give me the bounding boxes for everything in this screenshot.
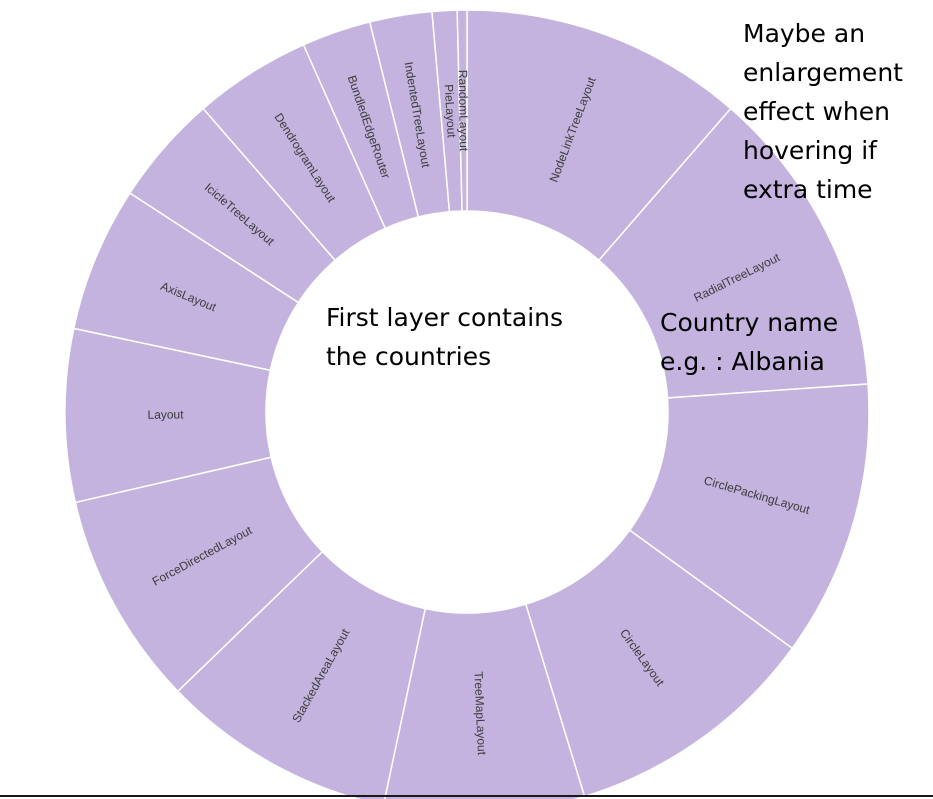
segment-tree-map-layout[interactable] (383, 603, 586, 799)
segment-circle-layout[interactable] (524, 529, 794, 798)
annotation-line: Maybe an (743, 19, 866, 48)
annotation-line: the countries (326, 342, 492, 371)
annotation-first-layer-note: First layer contains the countries (326, 298, 563, 376)
annotation-line: First layer contains (326, 303, 564, 332)
annotation-line: effect when (743, 97, 890, 126)
segment-label-random-layout: RandomLayout (456, 70, 471, 152)
segment-label-layout: Layout (147, 407, 184, 421)
segment-label-tree-map-layout: TreeMapLayout (471, 671, 489, 756)
annotation-country-name-note: Country name e.g. : Albania (660, 303, 838, 381)
segment-label-pie-layout: PieLayout (442, 84, 459, 139)
segment-random-layout[interactable] (456, 9, 468, 212)
annotation-line: hovering if (743, 136, 877, 165)
bottom-divider (0, 795, 933, 797)
annotation-enlargement-note: Maybe an enlargement effect when hoverin… (743, 14, 903, 209)
annotation-line: e.g. : Albania (660, 347, 825, 376)
segment-radial-tree-layout[interactable] (597, 107, 869, 399)
segment-circle-packing-layout[interactable] (628, 383, 870, 650)
annotation-line: extra time (743, 175, 873, 204)
annotation-line: enlargement (743, 58, 903, 87)
segment-node-link-tree-layout[interactable] (466, 9, 732, 262)
annotation-line: Country name (660, 308, 839, 337)
sunburst-segments (64, 9, 870, 799)
